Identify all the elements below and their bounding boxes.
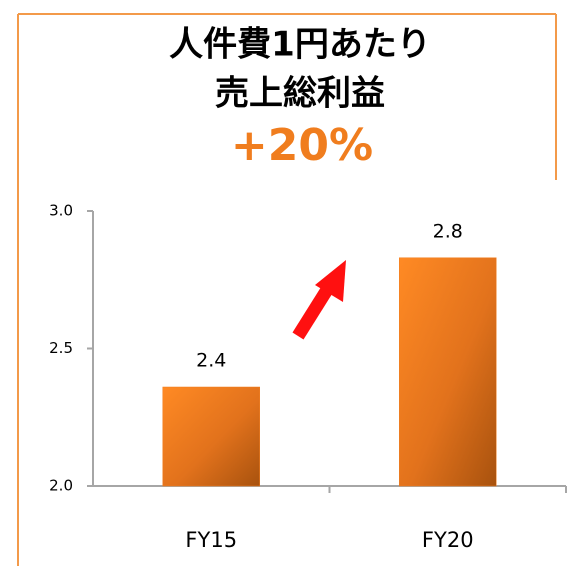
value-label: 2.8 — [433, 220, 463, 242]
annotation: +20% — [231, 120, 373, 171]
arrow — [292, 260, 346, 340]
chart-title: 人件費1円あたり — [169, 25, 431, 65]
frame — [17, 13, 557, 566]
bar — [162, 386, 260, 487]
chart-title: 売上総利益 — [215, 74, 385, 114]
y-tick-label: 2.5 — [49, 339, 73, 357]
bar — [399, 257, 497, 487]
x-tick-label: FY20 — [422, 528, 474, 552]
value-label: 2.4 — [196, 350, 226, 372]
x-tick-label: FY15 — [185, 528, 237, 552]
y-tick-label: 3.0 — [49, 202, 73, 220]
y-tick-label: 2.0 — [49, 477, 73, 495]
